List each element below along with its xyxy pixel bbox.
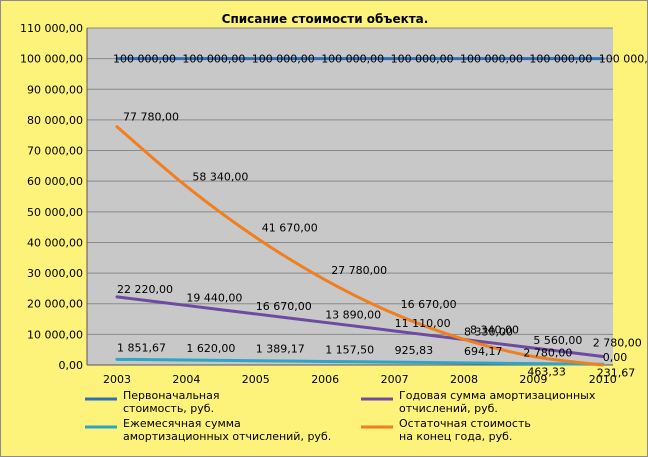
y-tick-label: 70 000,00 — [27, 145, 83, 158]
data-label: 1 157,50 — [325, 343, 374, 356]
y-tick-label: 40 000,00 — [27, 236, 83, 249]
data-label: 27 780,00 — [331, 264, 387, 277]
legend-entry: Первоначальная — [123, 389, 219, 402]
data-labels: 100 000,00 100 000,00 100 000,00 100 000,00… — [113, 53, 647, 380]
data-label: 5 560,00 — [533, 334, 582, 347]
data-label: 2 780,00 — [593, 336, 642, 349]
y-tick-label: 50 000,00 — [27, 206, 83, 219]
data-label: 100 000,00 — [113, 53, 176, 66]
data-label: 694,17 — [464, 345, 503, 358]
x-tick-label: 2003 — [103, 373, 131, 386]
chart-title: Списание стоимости объекта. — [222, 12, 429, 26]
y-tick-label: 110 000,00 — [20, 22, 83, 35]
data-label: 925,83 — [395, 344, 434, 357]
legend-entry: на конец года, руб. — [399, 430, 512, 443]
legend-entry: отчислений, руб. — [399, 402, 498, 415]
y-tick-label: 90 000,00 — [27, 83, 83, 96]
x-tick-label: 2004 — [172, 373, 200, 386]
x-tick-label: 2008 — [450, 373, 478, 386]
data-label: 100 000,00 — [182, 53, 245, 66]
y-tick-label: 60 000,00 — [27, 175, 83, 188]
data-label: 100 000,00 — [252, 53, 315, 66]
data-label: 77 780,00 — [123, 111, 179, 124]
data-label: 1 620,00 — [186, 342, 235, 355]
data-label: 100 000,00 — [460, 53, 523, 66]
data-label: 2 780,00 — [523, 346, 572, 359]
legend-entry: Годовая сумма амортизационных — [399, 389, 596, 402]
legend-entry: Остаточная стоимость — [399, 417, 531, 430]
data-label: 1 389,17 — [256, 343, 305, 356]
data-label: 16 670,00 — [401, 298, 457, 311]
data-label: 11 110,00 — [395, 317, 451, 330]
data-label: 22 220,00 — [117, 283, 173, 296]
y-tick-label: 10 000,00 — [27, 328, 83, 341]
y-tick-label: 30 000,00 — [27, 267, 83, 280]
x-tick-label: 2006 — [311, 373, 339, 386]
legend-entry: Ежемесячная сумма — [123, 417, 241, 430]
data-label: 100 000,00 — [599, 53, 647, 66]
data-label: 463,33 — [527, 366, 566, 379]
data-label: 100 000,00 — [529, 53, 592, 66]
series-line — [115, 125, 605, 367]
data-label: 8 340,00 — [470, 323, 519, 336]
y-tick-label: 20 000,00 — [27, 298, 83, 311]
data-label: 231,67 — [597, 366, 636, 379]
series-line — [115, 295, 605, 358]
series-line — [115, 357, 605, 366]
data-label: 8 330,00 — [464, 325, 513, 338]
axes: 0,00 10 000,00 20 000,00 30 000,00 40 000,00… — [20, 22, 617, 386]
y-tick-label: 0,00 — [59, 359, 84, 372]
x-tick-label: 2010 — [589, 373, 617, 386]
x-tick-label: 2005 — [242, 373, 270, 386]
data-label: 1 851,67 — [117, 341, 166, 354]
data-label: 41 670,00 — [262, 221, 318, 234]
y-tick-label: 100 000,00 — [20, 53, 83, 66]
data-label: 58 340,00 — [192, 170, 248, 183]
legend-entry: амортизационных отчислений, руб. — [123, 430, 331, 443]
x-tick-label: 2009 — [519, 373, 547, 386]
data-label: 0,00 — [603, 351, 628, 364]
data-label: 100 000,00 — [391, 53, 454, 66]
plot-area — [87, 28, 613, 365]
data-label: 19 440,00 — [186, 291, 242, 304]
data-label: 13 890,00 — [325, 308, 381, 321]
data-label: 100 000,00 — [321, 53, 384, 66]
data-label: 16 670,00 — [256, 300, 312, 313]
legend-entry: стоимость, руб. — [123, 402, 214, 415]
y-tick-label: 80 000,00 — [27, 114, 83, 127]
series-layer — [115, 57, 605, 367]
x-tick-label: 2007 — [381, 373, 409, 386]
